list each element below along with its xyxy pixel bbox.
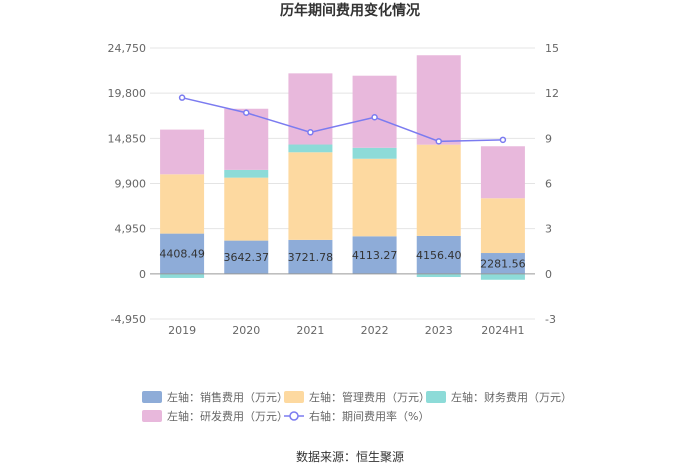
legend-label: 左轴：财务费用（万元） [451,390,572,404]
left-tick-label: 24,750 [108,42,147,55]
left-tick-label: -4,950 [111,313,146,326]
bar-segment [160,129,205,175]
bar-value-label: 4408.49 [159,248,205,261]
legend-label: 左轴：研发费用（万元） [167,409,288,423]
chart-title: 历年期间费用变化情况 [280,2,420,19]
legend-swatch [426,391,446,403]
rate-point [371,114,378,121]
bar-value-label: 3721.78 [288,251,334,264]
rate-point [243,109,250,116]
bar-segment [160,233,205,274]
x-tick-label: 2023 [425,324,453,337]
right-tick-label: -3 [545,313,556,326]
bar-segment [288,144,333,153]
x-tick-label: 2022 [361,324,389,337]
bar-segment [416,273,461,278]
bar-segment [480,253,525,274]
rate-point [499,136,507,144]
bar-segment [224,240,269,274]
right-tick-label: 6 [545,178,552,191]
x-tick-label: 2019 [168,324,196,337]
bar-segment [480,146,525,199]
rate-point [435,138,442,145]
legend-label: 左轴：管理费用（万元） [309,390,430,404]
source-note: 数据来源：恒生聚源 [296,449,404,464]
rate-line [181,96,503,143]
bar-segment [288,239,333,274]
right-axis: 15 12 9 6 3 0 -3 [545,42,559,326]
x-axis: 2019 2020 2021 2022 2023 2024H1 [168,324,524,337]
x-tick-label: 2020 [232,324,260,337]
right-tick-label: 12 [545,87,559,100]
bar-value-label: 2281.56 [480,257,526,270]
legend-label: 左轴：销售费用（万元） [167,390,288,404]
bars [160,55,525,280]
right-tick-label: 9 [545,132,552,145]
bar-segment [416,144,461,236]
legend-swatch [142,410,162,422]
right-tick-label: 0 [545,268,552,281]
legend-swatch [142,391,162,403]
left-axis: 24,750 19,800 14,850 9,900 4,950 0 -4,950 [108,42,147,326]
rate-point [178,94,186,101]
bar-segment [416,55,461,145]
bar-segment [224,169,269,178]
line-series [178,94,507,145]
x-tick-label: 2024H1 [481,324,524,337]
bar-segment [160,174,205,234]
bar-value-label: 4156.40 [416,249,462,262]
bar-segment [288,152,333,240]
bar-segment [352,236,397,274]
bar-segment [480,273,525,280]
bar-segment [224,108,269,170]
bar-value-label: 4113.27 [352,249,398,262]
left-tick-label: 4,950 [115,223,147,236]
bar-segment [224,177,269,241]
left-tick-label: 9,900 [115,178,147,191]
right-tick-label: 15 [545,42,559,55]
x-tick-label: 2021 [296,324,324,337]
gridlines [150,47,535,320]
bar-segment [352,75,397,148]
bar-value-label: 3642.37 [224,251,270,264]
legend-swatch [284,391,304,403]
bar-segment [480,198,525,254]
left-tick-label: 19,800 [108,87,147,100]
bar-labels: 4408.49 3642.37 3721.78 4113.27 4156.40 2281.… [159,248,525,271]
bar-segment [352,158,397,237]
rate-point [307,129,314,136]
legend: 左轴：销售费用（万元） 左轴：管理费用（万元） 左轴：财务费用（万元） 左轴：研发费用… [142,390,572,423]
bar-segment [416,235,461,274]
legend-point-marker [289,411,299,421]
left-tick-label: 0 [139,268,146,281]
bar-segment [352,147,397,159]
legend-label: 右轴：期间费用率（%） [309,409,429,423]
left-tick-label: 14,850 [108,132,147,145]
bar-segment [160,273,205,278]
right-tick-label: 3 [545,223,552,236]
